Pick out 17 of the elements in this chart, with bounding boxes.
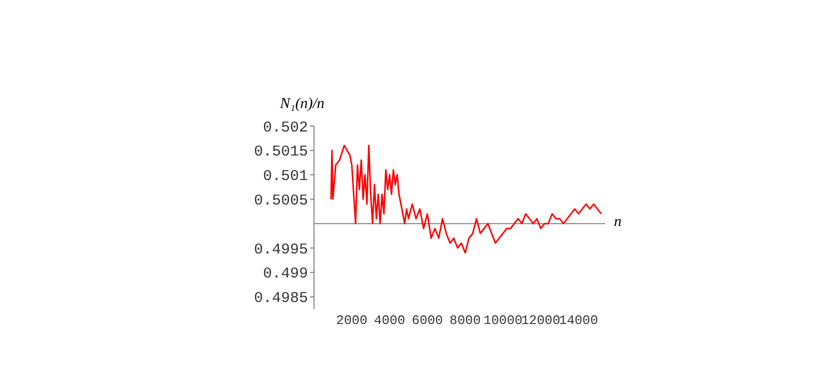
y-axis-title: N₁(n)/n: [280, 96, 324, 113]
line-series: [330, 144, 602, 254]
y-tick-label: 0.499: [262, 266, 308, 283]
x-tick-label: 2000: [336, 313, 368, 328]
x-tick-label: 10000: [483, 313, 522, 328]
x-tick-label: 8000: [450, 313, 481, 328]
y-tick-label: 0.5015: [254, 144, 308, 161]
y-tick-label: 0.502: [262, 119, 308, 136]
x-axis-title: n: [614, 214, 622, 231]
x-tick-label: 14000: [559, 313, 598, 328]
x-tick-label: 4000: [374, 313, 406, 328]
y-tick-label: 0.501: [262, 168, 308, 186]
y-tick-label: 0.4985: [254, 290, 308, 308]
x-tick-label: 12000: [521, 313, 560, 328]
y-tick-label: 0.4995: [254, 241, 308, 258]
x-tick-label: 6000: [412, 313, 443, 328]
y-tick-label: 0.5005: [254, 192, 308, 210]
